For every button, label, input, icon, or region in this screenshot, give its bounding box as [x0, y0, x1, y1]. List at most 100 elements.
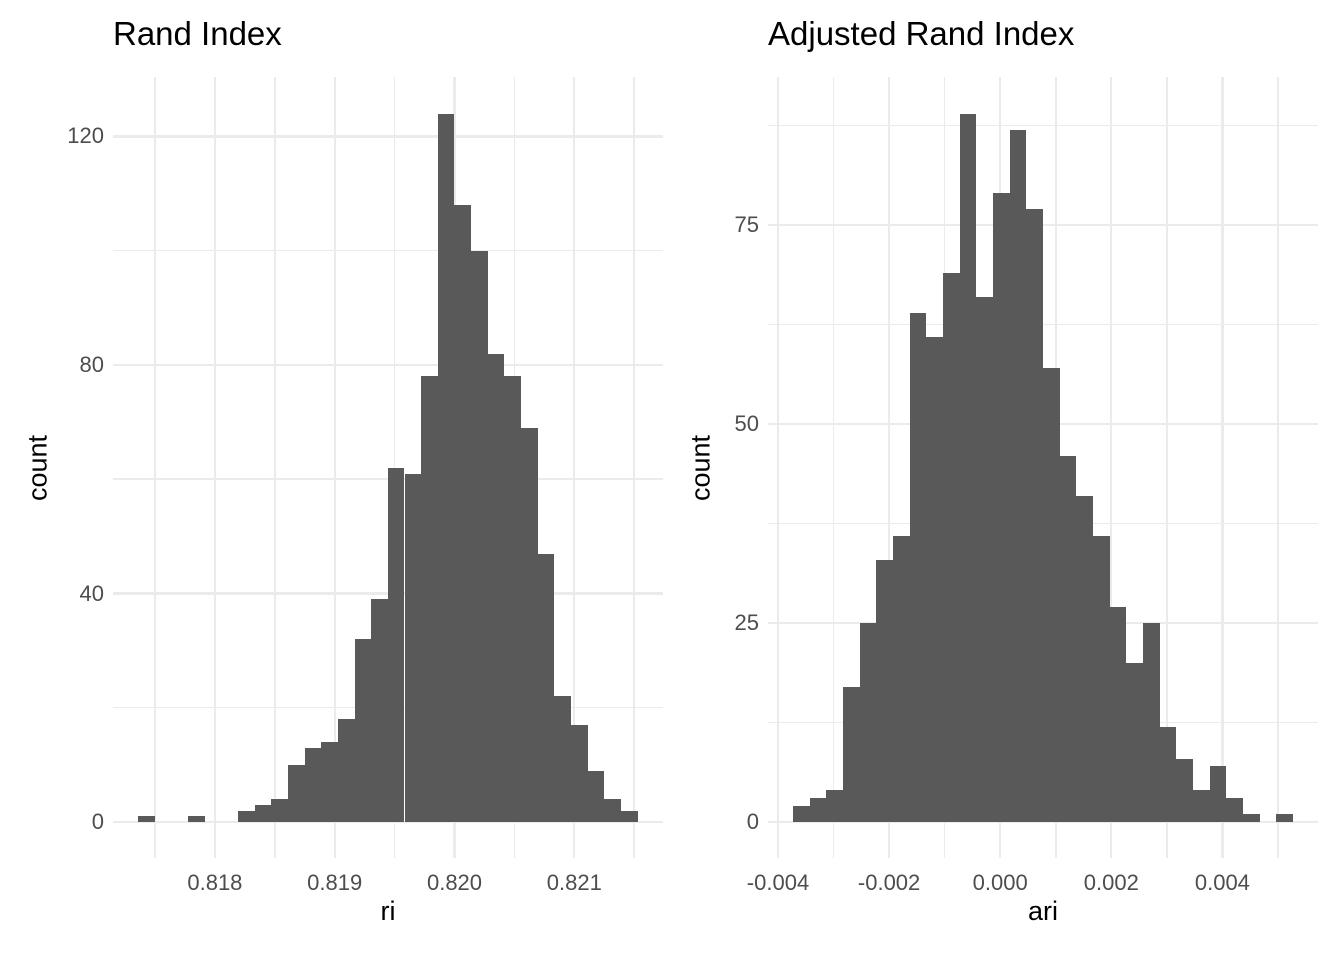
histogram-bar [1026, 209, 1043, 823]
y-tick-label: 80 [79, 351, 104, 377]
histogram-bar [271, 799, 288, 823]
gridline-x-minor [1277, 77, 1279, 858]
y-tick-label: 40 [79, 580, 104, 606]
histogram-bar [1093, 535, 1110, 823]
x-tick-label: 0.821 [546, 870, 602, 895]
histogram-bar [404, 473, 422, 822]
gridline-x-major [573, 77, 576, 858]
histogram-bar [254, 804, 272, 822]
histogram-bar [793, 806, 810, 823]
histogram-bar [437, 113, 455, 822]
histogram-bar [826, 790, 843, 823]
histogram-bar [1009, 129, 1027, 823]
x-tick-label: 0.818 [187, 870, 243, 895]
y-tick-label: 0 [91, 809, 104, 834]
y-tick-label: 75 [734, 212, 759, 238]
gridline-y-minor [768, 323, 1318, 326]
x-axis-title-right: ari [1027, 896, 1059, 926]
y-tick-label: 120 [67, 123, 104, 149]
histogram-bar [1159, 726, 1177, 823]
histogram-bar [504, 376, 522, 822]
gridline-x-major [213, 77, 217, 858]
histogram-bar [321, 742, 338, 822]
histogram-bar [387, 467, 405, 822]
histogram-bar [926, 336, 943, 823]
histogram-bar [487, 353, 505, 822]
histogram-bar [1193, 790, 1210, 823]
gridline-x-minor [274, 77, 276, 858]
gridline-x-minor [1166, 77, 1168, 858]
gridline-x-major [1110, 77, 1113, 858]
y-tick-label: 0 [746, 809, 759, 835]
histogram-bar [1043, 368, 1060, 823]
histogram-bar [1226, 798, 1243, 823]
histogram-bar [1076, 495, 1093, 823]
x-tick-label: 0.002 [1083, 870, 1139, 895]
histogram-bar [993, 193, 1010, 823]
x-tick-label: -0.004 [746, 870, 810, 895]
plot-panel-rand-index: 0.818 0.819 0.820 0.821 0 40 80 120 [67, 77, 663, 894]
histogram-bar [587, 770, 605, 822]
gridline-x-minor [633, 77, 635, 858]
x-axis-title-left: ri [380, 896, 396, 926]
x-tick-label: 0.000 [972, 870, 1028, 895]
histogram-bar [976, 296, 993, 823]
histogram-bar [421, 376, 438, 822]
histogram-bar [1276, 814, 1293, 823]
gridline-y-minor [768, 124, 1318, 127]
histogram-bar [537, 553, 555, 822]
y-axis-title-left: count [22, 434, 53, 502]
histogram-bar [943, 272, 960, 823]
histogram-bar [1126, 662, 1143, 823]
histogram-bar [521, 427, 538, 822]
histogram-bar [188, 816, 205, 822]
histogram-bar [1243, 814, 1260, 823]
gridline-x-major [333, 77, 336, 858]
gridline-x-minor [154, 77, 156, 858]
x-tick-label: 0.820 [426, 870, 483, 895]
histogram-bar [337, 719, 355, 822]
histogram-bar [909, 312, 927, 823]
histogram-bar [571, 724, 588, 822]
histogram-bar [454, 205, 472, 822]
gridline-y-major [768, 223, 1318, 227]
gridline-y-minor [113, 249, 663, 252]
x-tick-label: 0.004 [1194, 870, 1250, 895]
histogram-bar [1059, 456, 1077, 823]
gridline-y-major [113, 363, 663, 367]
y-tick-label: 25 [734, 610, 759, 636]
histogram-bar [304, 747, 322, 822]
x-tick-label: 0.819 [307, 870, 363, 895]
histogram-bar [237, 810, 255, 822]
gridline-y-major [768, 821, 1318, 824]
histogram-bar [138, 816, 155, 822]
gridline-y-major [113, 820, 663, 824]
gridline-x-minor [832, 77, 835, 858]
y-tick-label: 50 [734, 411, 759, 437]
histogram-bar [554, 696, 572, 822]
histogram-bar [371, 599, 388, 822]
histogram-bar [287, 764, 305, 822]
histogram-bar [809, 798, 827, 823]
histogram-bar [1209, 766, 1227, 823]
y-axis-title-right: count [685, 434, 716, 502]
histogram-bar [876, 559, 893, 823]
plot-title-rand-index: Rand Index [113, 15, 282, 52]
histogram-bar [959, 113, 977, 823]
gridline-x-major [1221, 77, 1224, 858]
x-tick-label: -0.002 [857, 870, 921, 895]
plot-panel-adjusted-rand-index: -0.004 -0.002 0.000 0.002 0.004 0 25 50 75 [735, 77, 1318, 894]
histogram-bar [471, 250, 488, 822]
histogram-bar [1143, 623, 1160, 823]
histogram-bar [843, 686, 860, 823]
histogram-bar [621, 810, 638, 822]
histogram-bar [893, 535, 910, 823]
gridline-x-minor [393, 77, 396, 858]
histogram-bar [1176, 758, 1193, 823]
plot-title-adjusted-rand-index: Adjusted Rand Index [768, 15, 1075, 52]
gridline-x-major [887, 77, 891, 858]
histogram-bar [604, 799, 621, 823]
gridline-x-major [776, 77, 780, 858]
gridline-y-major [113, 135, 663, 138]
histogram-bar [859, 623, 877, 823]
